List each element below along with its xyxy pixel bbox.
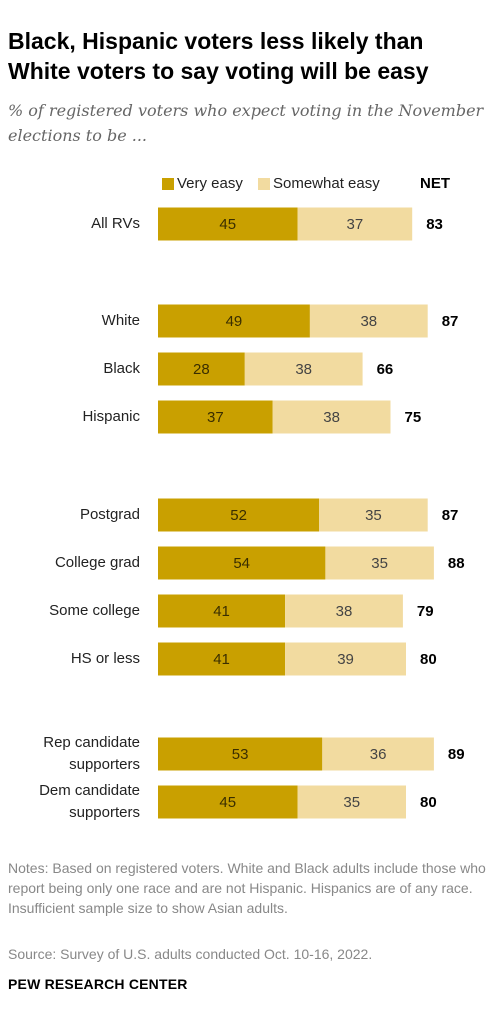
- bar-somewhat-easy-all-rvs: [297, 207, 413, 241]
- net-header: NET: [420, 175, 450, 192]
- category-label-postgrad: Postgrad: [80, 506, 140, 523]
- bar-very-easy-some-college: [158, 594, 286, 628]
- category-label-rep-candidate-supporters: Rep candidate supporters: [43, 734, 140, 773]
- legend-swatch-very-easy: [162, 178, 174, 190]
- category-label-some-college: Some college: [49, 602, 140, 619]
- value-very-easy-college-grad: 54: [233, 555, 250, 572]
- value-very-easy-black: 28: [193, 361, 210, 378]
- value-very-easy-hs-or-less: 41: [213, 651, 230, 668]
- value-very-easy-hispanic: 37: [207, 409, 224, 426]
- net-value-black: 66: [377, 361, 394, 378]
- bar-very-easy-dem-candidate-supporters: [158, 785, 298, 819]
- chart-title: Black, Hispanic voters less likely than …: [8, 28, 429, 84]
- bar-very-easy-black: [158, 352, 245, 386]
- bar-somewhat-easy-college-grad: [325, 546, 434, 580]
- bar-somewhat-easy-some-college: [285, 594, 403, 628]
- chart-source: Source: Survey of U.S. adults conducted …: [8, 946, 373, 962]
- net-value-college-grad: 88: [448, 555, 465, 572]
- value-somewhat-easy-white: 38: [360, 313, 377, 330]
- bar-very-easy-rep-candidate-supporters: [158, 737, 323, 771]
- category-label-all-rvs: All RVs: [91, 215, 140, 232]
- value-somewhat-easy-hispanic: 38: [323, 409, 340, 426]
- category-label-white: White: [102, 312, 140, 329]
- category-label-dem-candidate-supporters: Dem candidate supporters: [39, 782, 140, 821]
- value-somewhat-easy-black: 38: [295, 361, 312, 378]
- net-value-postgrad: 87: [442, 507, 459, 524]
- bar-somewhat-easy-hispanic: [272, 400, 391, 434]
- stacked-bar-chart: Very easy Somewhat easy NET All RVs 45 37 83 Wh…: [39, 175, 465, 821]
- value-somewhat-easy-college-grad: 35: [371, 555, 388, 572]
- value-somewhat-easy-hs-or-less: 39: [337, 651, 354, 668]
- bar-somewhat-easy-hs-or-less: [285, 642, 406, 676]
- net-value-all-rvs: 83: [426, 216, 443, 233]
- net-value-some-college: 79: [417, 603, 434, 620]
- value-very-easy-postgrad: 52: [230, 507, 247, 524]
- bar-somewhat-easy-dem-candidate-supporters: [297, 785, 406, 819]
- value-very-easy-white: 49: [226, 313, 243, 330]
- legend-swatch-somewhat-easy: [258, 178, 270, 190]
- bar-somewhat-easy-black: [244, 352, 363, 386]
- net-value-white: 87: [442, 313, 459, 330]
- value-very-easy-rep-candidate-supporters: 53: [232, 746, 249, 763]
- bar-somewhat-easy-white: [309, 304, 428, 338]
- value-somewhat-easy-dem-candidate-supporters: 35: [343, 794, 360, 811]
- category-label-hs-or-less: HS or less: [71, 650, 140, 667]
- net-value-hs-or-less: 80: [420, 651, 437, 668]
- legend-label-very-easy: Very easy: [177, 175, 243, 192]
- category-label-black: Black: [103, 360, 140, 377]
- pew-logo-text: PEW RESEARCH CENTER: [8, 976, 188, 992]
- value-very-easy-some-college: 41: [213, 603, 230, 620]
- net-value-rep-candidate-supporters: 89: [448, 746, 465, 763]
- chart-notes: Notes: Based on registered voters. White…: [8, 860, 486, 916]
- bar-very-easy-all-rvs: [158, 207, 298, 241]
- value-somewhat-easy-postgrad: 35: [365, 507, 382, 524]
- value-very-easy-all-rvs: 45: [219, 216, 236, 233]
- value-somewhat-easy-some-college: 38: [336, 603, 353, 620]
- value-somewhat-easy-rep-candidate-supporters: 36: [370, 746, 387, 763]
- bar-somewhat-easy-rep-candidate-supporters: [322, 737, 434, 771]
- value-somewhat-easy-all-rvs: 37: [347, 216, 364, 233]
- legend-label-somewhat-easy: Somewhat easy: [273, 175, 380, 192]
- bar-very-easy-college-grad: [158, 546, 326, 580]
- bar-very-easy-white: [158, 304, 310, 338]
- bar-somewhat-easy-postgrad: [319, 498, 428, 532]
- bar-very-easy-hispanic: [158, 400, 273, 434]
- bar-very-easy-hs-or-less: [158, 642, 286, 676]
- category-label-hispanic: Hispanic: [82, 408, 140, 425]
- chart-subtitle: % of registered voters who expect voting…: [8, 101, 484, 145]
- value-very-easy-dem-candidate-supporters: 45: [219, 794, 236, 811]
- net-value-dem-candidate-supporters: 80: [420, 794, 437, 811]
- bar-very-easy-postgrad: [158, 498, 320, 532]
- category-label-college-grad: College grad: [55, 554, 140, 571]
- net-value-hispanic: 75: [405, 409, 422, 426]
